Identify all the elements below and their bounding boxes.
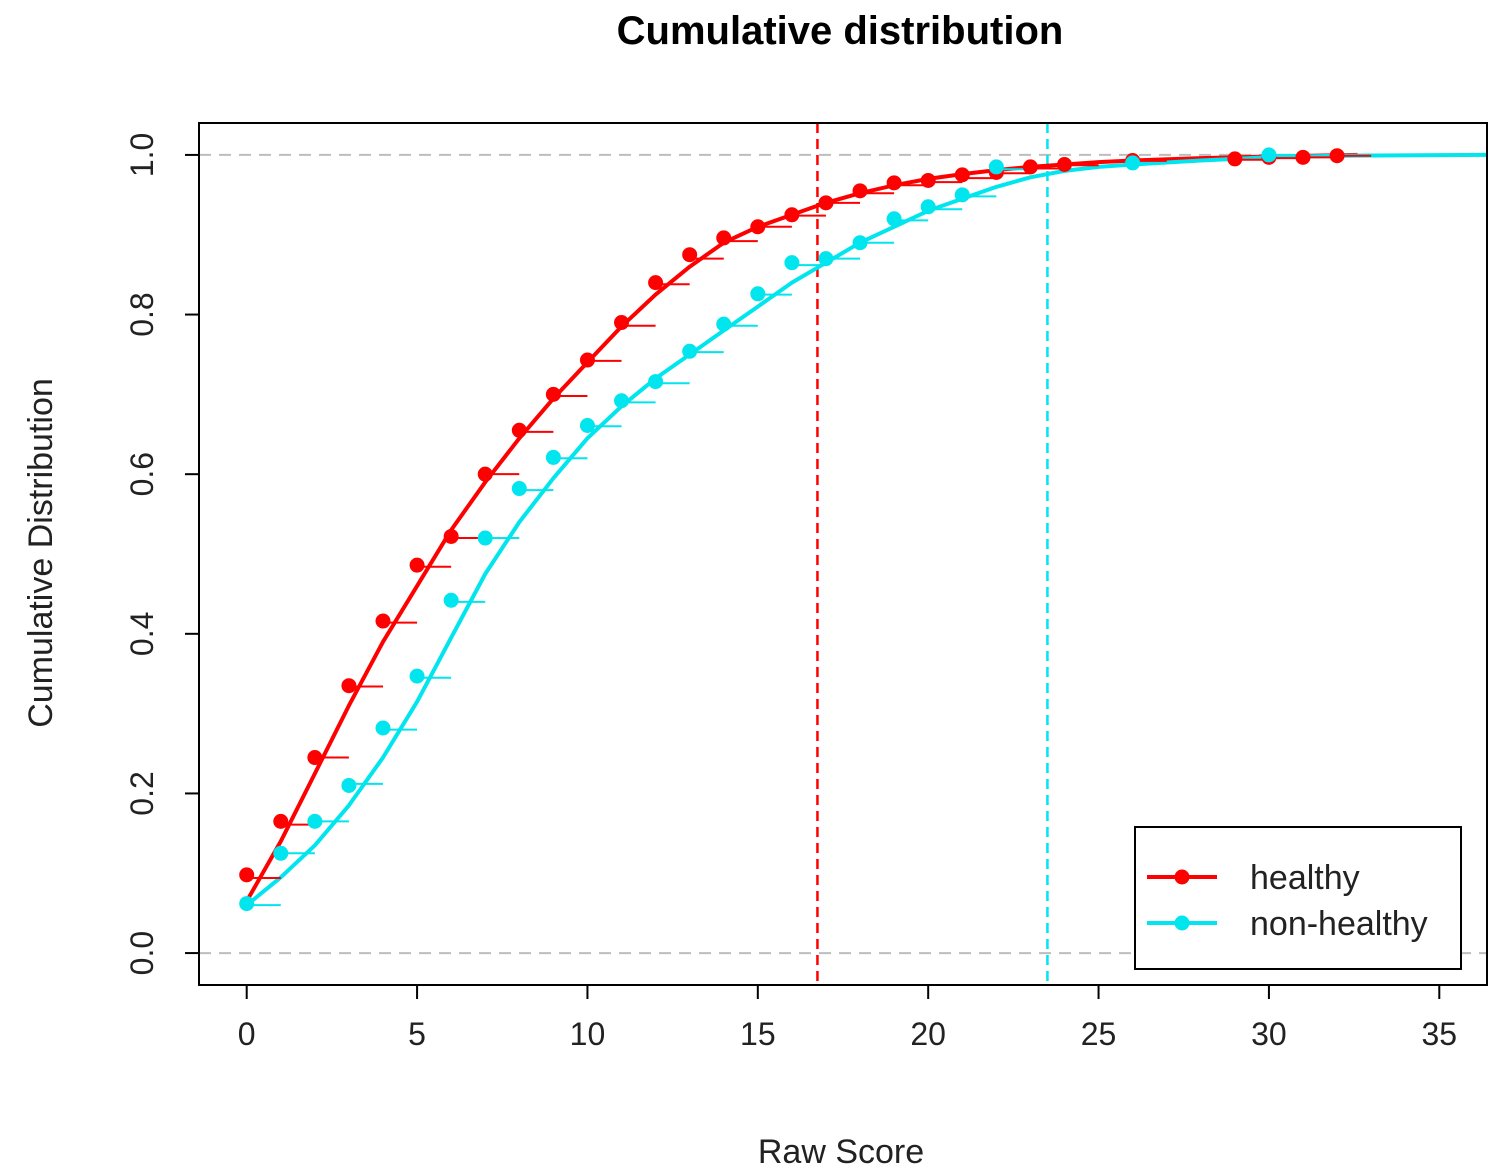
point-healthy: [920, 172, 936, 188]
data-points: [239, 147, 1345, 912]
point-healthy: [1295, 149, 1311, 165]
chart-title: Cumulative distribution: [617, 9, 1064, 53]
point-healthy: [818, 195, 834, 211]
point-non-healthy: [954, 187, 970, 203]
x-tick-label: 20: [910, 1016, 946, 1052]
x-tick-label: 25: [1081, 1016, 1117, 1052]
point-healthy: [273, 813, 289, 829]
y-tick-label: 0.6: [124, 452, 160, 496]
point-non-healthy: [375, 720, 391, 736]
fit-line-non-healthy: [245, 152, 1487, 907]
reference-lines: [199, 123, 1487, 985]
point-healthy: [648, 275, 664, 291]
point-non-healthy: [1261, 147, 1277, 163]
point-healthy: [409, 557, 425, 573]
point-non-healthy: [920, 199, 936, 215]
x-tick-label: 5: [408, 1016, 426, 1052]
legend-marker-non-healthy: [1174, 915, 1190, 931]
point-healthy: [954, 167, 970, 183]
point-healthy: [1227, 151, 1243, 167]
legend-marker-healthy: [1174, 869, 1190, 885]
point-non-healthy: [545, 449, 561, 465]
point-healthy: [477, 466, 493, 482]
x-tick-label: 0: [238, 1016, 256, 1052]
x-axis: 0 5 10 15 20 25 30 35: [238, 984, 1457, 1052]
point-non-healthy: [273, 845, 289, 861]
x-tick-label: 30: [1251, 1016, 1287, 1052]
x-tick-label: 10: [570, 1016, 606, 1052]
point-non-healthy: [886, 211, 902, 227]
point-healthy: [545, 386, 561, 402]
point-healthy: [716, 230, 732, 246]
point-non-healthy: [511, 481, 527, 497]
y-tick-label: 1.0: [124, 133, 160, 177]
point-healthy: [1056, 157, 1072, 173]
x-tick-label: 35: [1421, 1016, 1457, 1052]
y-tick-label: 0.2: [124, 771, 160, 815]
y-tick-label: 0.4: [124, 612, 160, 656]
point-healthy: [1329, 148, 1345, 164]
point-healthy: [852, 183, 868, 199]
y-tick-label: 0.0: [124, 931, 160, 975]
point-healthy: [784, 207, 800, 223]
point-non-healthy: [852, 235, 868, 251]
point-healthy: [614, 315, 630, 331]
y-axis-label: Cumulative Distribution: [22, 378, 60, 728]
point-non-healthy: [443, 592, 459, 608]
point-non-healthy: [716, 316, 732, 332]
point-healthy: [1022, 159, 1038, 175]
point-non-healthy: [648, 374, 664, 390]
point-healthy: [750, 219, 766, 235]
x-tick-label: 15: [740, 1016, 776, 1052]
point-non-healthy: [614, 393, 630, 409]
point-healthy: [682, 247, 698, 263]
point-healthy: [307, 750, 323, 766]
point-non-healthy: [579, 417, 595, 433]
point-non-healthy: [307, 813, 323, 829]
point-non-healthy: [341, 777, 357, 793]
point-healthy: [511, 422, 527, 438]
point-non-healthy: [477, 530, 493, 546]
point-non-healthy: [239, 896, 255, 912]
point-healthy: [886, 175, 902, 191]
point-non-healthy: [409, 668, 425, 684]
fit-line-healthy: [244, 152, 1358, 903]
legend-box: [1134, 826, 1462, 970]
step-segments: [246, 153, 1372, 907]
legend: healthy non-healthy: [1134, 826, 1462, 970]
point-non-healthy: [1125, 155, 1141, 171]
point-healthy: [579, 352, 595, 368]
point-healthy: [239, 867, 255, 883]
point-non-healthy: [818, 251, 834, 267]
y-axis: 0.0 0.2 0.4 0.6 0.8 1.0: [124, 133, 200, 975]
y-tick-label: 0.8: [124, 292, 160, 336]
point-healthy: [443, 528, 459, 544]
point-healthy: [341, 678, 357, 694]
point-non-healthy: [750, 286, 766, 302]
x-axis-label: Raw Score: [758, 1133, 924, 1170]
point-non-healthy: [682, 343, 698, 359]
point-non-healthy: [784, 255, 800, 271]
point-healthy: [375, 613, 391, 629]
fitted-curves: [244, 152, 1487, 907]
legend-label-healthy: healthy: [1250, 859, 1360, 897]
legend-label-non-healthy: non-healthy: [1250, 905, 1428, 943]
point-non-healthy: [988, 159, 1004, 175]
